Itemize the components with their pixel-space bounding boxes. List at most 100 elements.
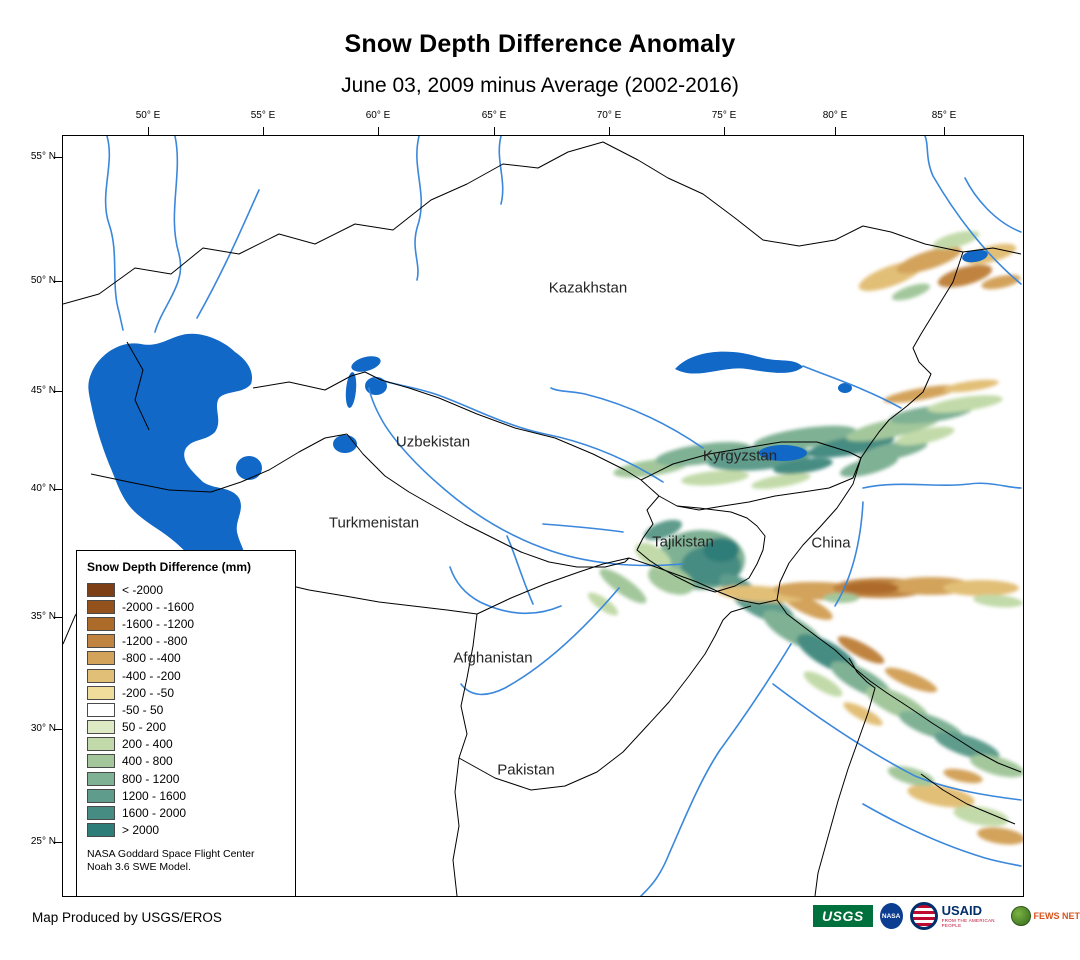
legend-entry: 1600 - 2000 [87, 804, 285, 821]
legend-entry: 1200 - 1600 [87, 787, 285, 804]
syr-darya [374, 377, 664, 483]
lon-tick-mark [724, 127, 725, 135]
map-credit: Map Produced by USGS/EROS [32, 910, 222, 925]
border-pakistan-iran [452, 757, 460, 896]
legend-entry: -200 - -50 [87, 684, 285, 701]
lon-tick-mark [148, 127, 149, 135]
legend-entry-label: 200 - 400 [122, 737, 173, 752]
ili-river [802, 365, 902, 409]
border-kazakhstan-china [860, 251, 964, 459]
legend-entry: 50 - 200 [87, 719, 285, 736]
lon-tick-label: 80° E [822, 110, 848, 121]
lake-balkhash [675, 351, 803, 374]
lon-tick-label: 50° E [135, 110, 161, 121]
legend-swatch [87, 582, 115, 597]
legend-entry: 800 - 1200 [87, 770, 285, 787]
border-turkmenistan-uzbekistan [346, 433, 630, 568]
legend-swatch [87, 720, 115, 735]
legend-entry-label: -1600 - -1200 [122, 616, 195, 631]
legend-entry-label: -800 - -400 [122, 651, 181, 666]
legend-entry-label: > 2000 [122, 823, 160, 838]
lat-tick-mark [54, 842, 62, 843]
lat-tick-mark [54, 617, 62, 618]
fewsnet-logo-text: FEWS NET [1033, 911, 1080, 921]
legend-swatch [87, 702, 115, 717]
map-subtitle: June 03, 2009 minus Average (2002-2016) [341, 74, 739, 97]
lat-tick-label: 35° N [30, 611, 56, 622]
border-russia-kazakhstan [63, 141, 1022, 305]
legend-swatch [87, 771, 115, 786]
border-tajikistan [636, 495, 766, 593]
legend-swatch [87, 788, 115, 803]
country-label-turkmenistan: Turkmenistan [328, 514, 420, 532]
nasa-logo: NASA [879, 903, 903, 929]
border-kyrgyzstan [640, 441, 862, 511]
country-label-uzbekistan: Uzbekistan [395, 433, 471, 451]
border-afghanistan-iran [458, 613, 478, 759]
legend-entry: -2000 - -1600 [87, 598, 285, 615]
legend-title: Snow Depth Difference (mm) [87, 560, 252, 574]
irtysh-river [924, 136, 1022, 285]
legend-swatch [87, 737, 115, 752]
zeravshan-river [542, 523, 624, 533]
legend-swatch [87, 599, 115, 614]
irtysh-branch [964, 177, 1022, 233]
globe-icon [1010, 906, 1031, 926]
legend-entry-label: 1600 - 2000 [122, 806, 187, 821]
map-title: Snow Depth Difference Anomaly [344, 30, 736, 58]
lon-tick-label: 65° E [481, 110, 507, 121]
emba-river [196, 189, 260, 319]
border-afghanistan-pakistan [458, 605, 752, 791]
lon-tick-label: 55° E [250, 110, 276, 121]
lat-tick-mark [54, 489, 62, 490]
anomaly-layer [587, 230, 1023, 845]
legend-entry-label: 800 - 1200 [122, 771, 180, 786]
lat-tick-label: 25° N [30, 836, 56, 847]
sutlej-river [772, 683, 1022, 801]
border-north-caspian [126, 341, 150, 431]
lon-tick-mark [944, 127, 945, 135]
border-mid-caspian [90, 473, 242, 493]
lon-tick-mark [494, 127, 495, 135]
lon-tick-label: 75° E [711, 110, 737, 121]
lat-tick-label: 50° N [30, 275, 56, 286]
country-label-tajikistan: Tajikistan [652, 533, 714, 551]
legend-entry-label: 50 - 200 [122, 720, 167, 735]
indus-river [640, 643, 792, 896]
lon-tick-label: 85° E [931, 110, 957, 121]
nasa-logo-text: NASA [881, 912, 901, 920]
legend-entry: -1200 - -800 [87, 633, 285, 650]
lat-tick-label: 55° N [30, 151, 56, 162]
legend-source-note: NASA Goddard Space Flight Center Noah 3.… [87, 848, 285, 875]
lon-tick-mark [263, 127, 264, 135]
lake-alakol [838, 383, 852, 393]
amu-darya [368, 387, 684, 567]
ural-river [154, 136, 182, 333]
legend-swatch [87, 634, 115, 649]
issyk-kul [759, 445, 807, 461]
legend-entry: -50 - 50 [87, 701, 285, 718]
tarim-river [862, 482, 1022, 489]
usgs-logo: USGS [813, 905, 873, 927]
fewsnet-logo: FEWS NET [1010, 906, 1080, 926]
lon-tick-mark [835, 127, 836, 135]
lon-tick-mark [378, 127, 379, 135]
legend-entry: < -2000 [87, 581, 285, 598]
usaid-logo: USAID FROM THE AMERICAN PEOPLE [909, 902, 1004, 930]
usaid-emblem-icon [909, 902, 938, 930]
sarygamysh-lake [333, 435, 357, 453]
legend-entry: -400 - -200 [87, 667, 285, 684]
legend-entry: -1600 - -1200 [87, 615, 285, 632]
river-layer [104, 136, 1022, 896]
legend-entry: > 2000 [87, 822, 285, 839]
tobol-river [498, 136, 504, 205]
legend-swatch [87, 685, 115, 700]
helmand-river [460, 587, 620, 696]
water-layer [88, 249, 988, 580]
lat-tick-label: 30° N [30, 723, 56, 734]
usgs-logo-text: USGS [822, 908, 864, 924]
chu-river [550, 387, 704, 449]
aral-sea-north [351, 356, 381, 372]
border-china-west [776, 457, 1022, 773]
